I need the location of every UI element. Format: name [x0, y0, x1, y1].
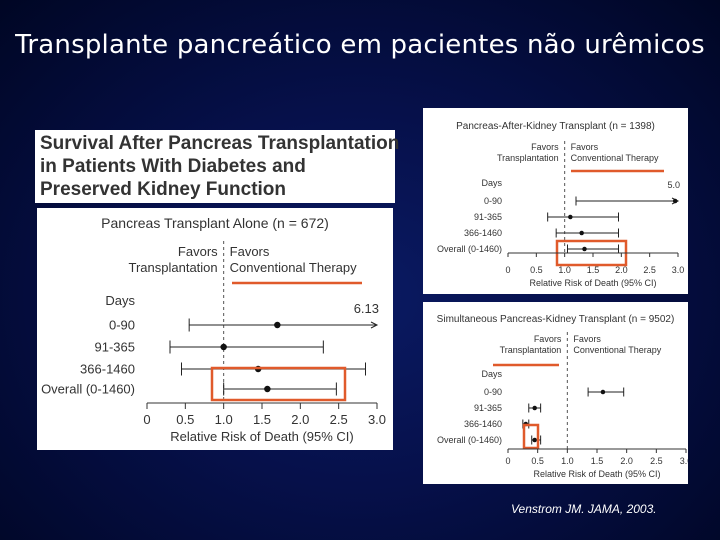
favors-right-line-1: Favors	[571, 142, 599, 152]
favors-left-line-1: Favors	[534, 334, 562, 344]
chart-title: Pancreas Transplant Alone (n = 672)	[101, 215, 329, 231]
highlight-box	[210, 366, 347, 402]
x-axis-label: Relative Risk of Death (95% CI)	[533, 469, 660, 479]
row-label: 0-90	[484, 387, 502, 397]
x-tick-label: 0.5	[531, 456, 544, 466]
x-tick-label: 3.0	[368, 412, 386, 427]
ci-arrow	[671, 197, 680, 205]
citation: Venstrom JM. JAMA, 2003.	[511, 502, 657, 516]
x-tick-label: 2.0	[615, 265, 628, 275]
x-tick-label: 2.0	[620, 456, 633, 466]
row-header: Days	[481, 178, 502, 188]
point-estimate	[672, 198, 678, 204]
point-estimate	[568, 214, 573, 220]
favors-left-line-2: Transplantation	[500, 345, 562, 355]
article-title-line-3: Preserved Kidney Function	[40, 179, 287, 200]
favors-right-line-2: Conventional Therapy	[230, 260, 357, 275]
x-tick-label: 0.5	[530, 265, 543, 275]
ci-arrow	[370, 321, 379, 329]
x-tick-label: 3.0	[672, 265, 685, 275]
slide-title: Transplante pancreático em pacientes não…	[15, 30, 705, 60]
row-label: Overall (0-1460)	[437, 435, 502, 445]
favors-left-line-1: Favors	[531, 142, 559, 152]
x-tick-label: 2.5	[650, 456, 663, 466]
row-label: 366-1460	[464, 419, 502, 429]
row-label: Overall (0-1460)	[437, 244, 502, 254]
row-label: Overall (0-1460)	[41, 382, 135, 397]
forest-plot-pta: Pancreas Transplant Alone (n = 672) Favor…	[41, 215, 386, 444]
x-tick-label: 0.5	[176, 412, 194, 427]
favors-right-line-1: Favors	[573, 334, 601, 344]
chart-title: Pancreas-After-Kidney Transplant (n = 13…	[456, 121, 655, 132]
row-label: 366-1460	[80, 362, 135, 377]
point-estimate	[600, 389, 606, 395]
row-label: 91-365	[95, 340, 135, 355]
forest-plot-spk: Simultaneous Pancreas-Kidney Transplant …	[437, 314, 693, 479]
forest-plot-pak: Pancreas-After-Kidney Transplant (n = 13…	[437, 121, 685, 288]
point-estimate	[582, 246, 587, 252]
row-header: Days	[481, 369, 502, 379]
article-title-line-1: Survival After Pancreas Transplantation	[40, 133, 400, 154]
x-tick-label: 1.5	[587, 265, 600, 275]
point-estimate	[579, 230, 584, 236]
x-tick-label: 0	[505, 456, 510, 466]
point-estimate	[264, 385, 271, 393]
x-tick-label: 3.0	[680, 456, 688, 466]
upper-ci-label: 6.13	[354, 301, 379, 316]
upper-ci-label: 5.0	[667, 180, 680, 190]
row-header: Days	[105, 293, 135, 308]
forest-panel-pak: Pancreas-After-Kidney Transplant (n = 13…	[423, 108, 688, 294]
chart-title: Simultaneous Pancreas-Kidney Transplant …	[437, 314, 675, 325]
highlight-box	[522, 423, 540, 450]
x-tick-label: 0	[505, 265, 510, 275]
x-tick-label: 2.0	[291, 412, 309, 427]
row-label: 91-365	[474, 212, 502, 222]
x-tick-label: 2.5	[330, 412, 348, 427]
favors-left-line-2: Transplantation	[497, 153, 559, 163]
x-tick-label: 1.0	[558, 265, 571, 275]
x-tick-label: 0	[143, 412, 150, 427]
row-label: 91-365	[474, 403, 502, 413]
point-estimate	[220, 343, 227, 351]
point-estimate	[274, 321, 281, 329]
point-estimate	[532, 437, 537, 443]
x-tick-label: 1.5	[591, 456, 604, 466]
x-tick-label: 2.5	[643, 265, 656, 275]
article-title-box: Survival After Pancreas Transplantation …	[35, 130, 399, 203]
x-axis-label: Relative Risk of Death (95% CI)	[170, 429, 354, 444]
forest-panel-pta: Pancreas Transplant Alone (n = 672) Favor…	[37, 208, 393, 450]
forest-panel-spk: Simultaneous Pancreas-Kidney Transplant …	[423, 302, 693, 484]
x-tick-label: 1.0	[561, 456, 574, 466]
favors-right-line-2: Conventional Therapy	[571, 153, 659, 163]
x-tick-label: 1.0	[215, 412, 233, 427]
x-axis-label: Relative Risk of Death (95% CI)	[529, 278, 656, 288]
favors-left-line-2: Transplantation	[129, 260, 218, 275]
row-label: 366-1460	[464, 228, 502, 238]
article-title-line-2: in Patients With Diabetes and	[40, 156, 306, 177]
point-estimate	[532, 405, 537, 411]
favors-left-line-1: Favors	[178, 244, 218, 259]
favors-right-line-1: Favors	[230, 244, 270, 259]
row-label: 0-90	[109, 318, 135, 333]
row-label: 0-90	[484, 196, 502, 206]
x-tick-label: 1.5	[253, 412, 271, 427]
favors-right-line-2: Conventional Therapy	[573, 345, 661, 355]
